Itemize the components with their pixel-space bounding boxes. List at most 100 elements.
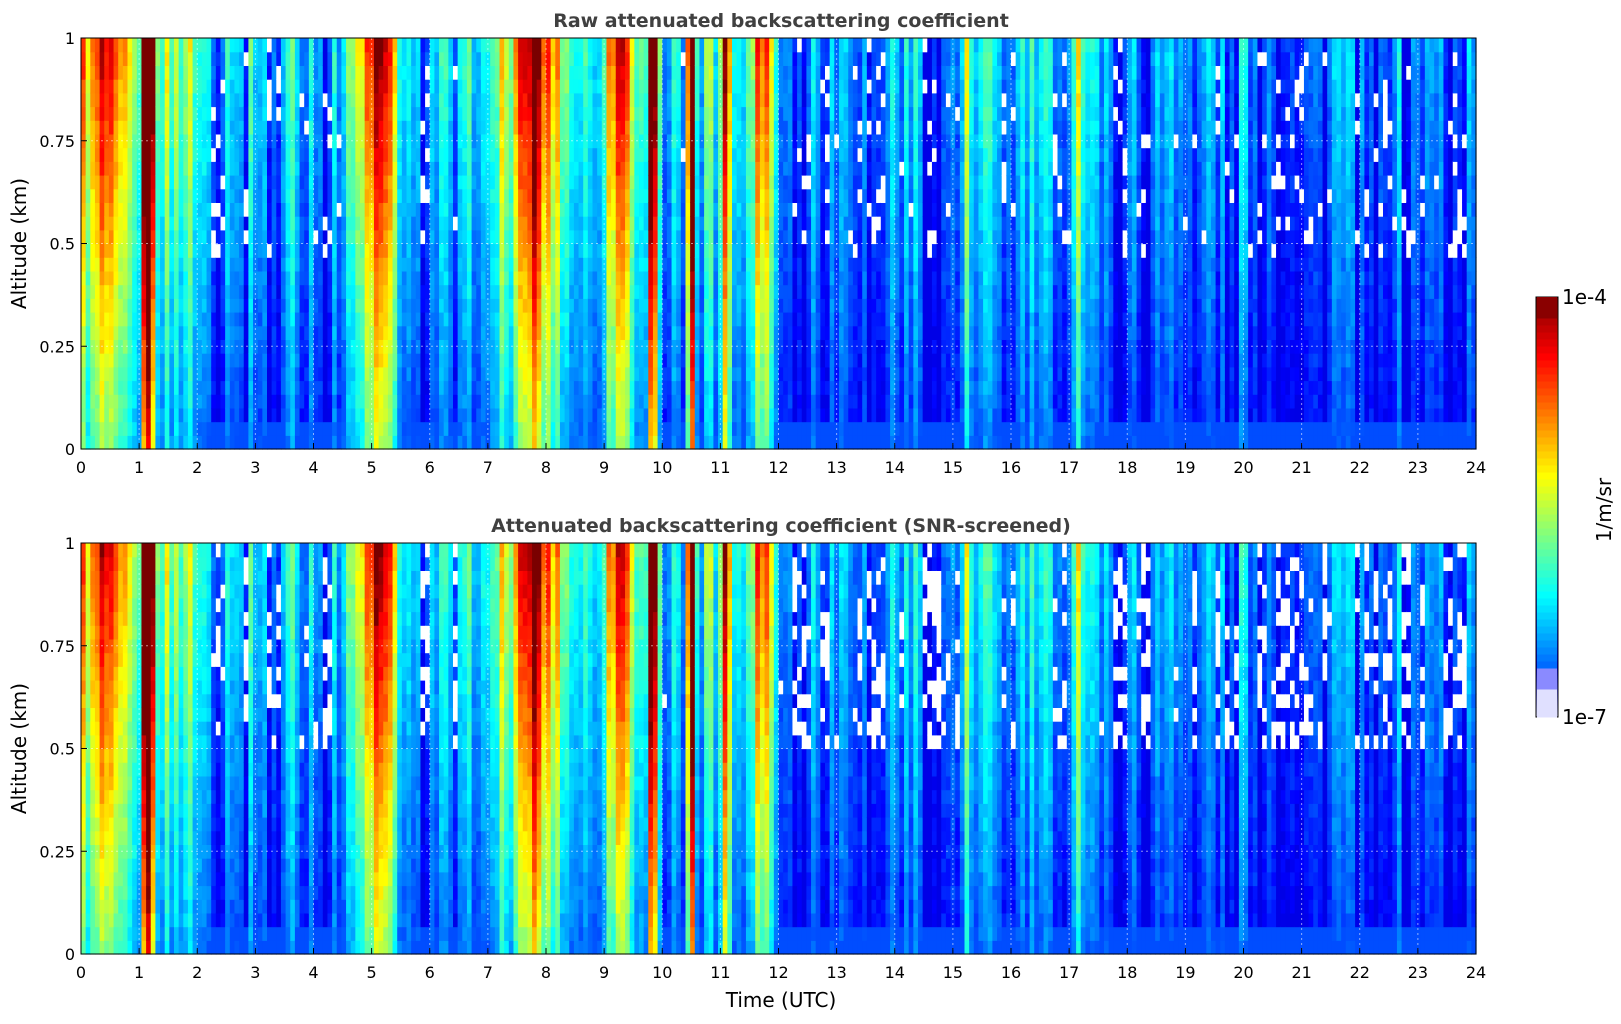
heatmap-cell (838, 92, 845, 108)
heatmap-cell (429, 92, 435, 108)
heatmap-cell (304, 65, 310, 80)
heatmap-cell (783, 38, 789, 53)
heatmap-cell (601, 380, 608, 395)
heatmap-cell (676, 133, 682, 149)
heatmap-cell (443, 175, 449, 190)
heatmap-cell (801, 229, 807, 245)
heatmap-cell (397, 325, 403, 340)
heatmap-cell (81, 325, 87, 340)
heatmap-cell (532, 65, 538, 80)
heatmap-cell (132, 366, 138, 382)
heatmap-cell (169, 421, 175, 436)
heatmap-cell (676, 229, 682, 245)
heatmap-cell (825, 243, 831, 258)
heatmap-cell (401, 229, 408, 245)
heatmap-cell (141, 366, 147, 382)
heatmap-cell (253, 120, 259, 135)
heatmap-cell (652, 407, 659, 423)
heatmap-cell (453, 284, 459, 299)
heatmap-cell (611, 188, 617, 203)
heatmap-cell (750, 188, 756, 203)
heatmap-cell (355, 394, 361, 409)
heatmap-cell (652, 175, 659, 190)
heatmap-cell (387, 106, 394, 121)
heatmap-cell (564, 79, 570, 94)
heatmap-cell (801, 79, 807, 94)
heatmap-cell (387, 216, 394, 231)
heatmap-cell (536, 175, 542, 190)
heatmap-cell (406, 407, 412, 423)
heatmap-cell (494, 161, 501, 176)
heatmap-cell (764, 312, 770, 327)
heatmap-cell (243, 257, 249, 272)
heatmap-cell (104, 38, 110, 53)
heatmap-cell (727, 257, 733, 272)
heatmap-cell (704, 229, 710, 245)
heatmap-cell (434, 257, 440, 272)
heatmap-cell (332, 229, 338, 245)
heatmap-cell (406, 284, 412, 299)
heatmap-cell (155, 147, 161, 162)
heatmap-cell (215, 366, 222, 382)
heatmap-cell (327, 421, 333, 436)
heatmap-cell (336, 106, 342, 121)
heatmap-cell (164, 366, 170, 382)
heatmap-cell (462, 161, 468, 176)
heatmap-cell (443, 312, 449, 327)
heatmap-cell (234, 188, 240, 203)
heatmap-cell (522, 161, 528, 176)
heatmap-cell (174, 353, 180, 368)
heatmap-cell (187, 147, 194, 162)
heatmap-cell (387, 79, 394, 94)
heatmap-cell (652, 79, 659, 94)
heatmap-cell (187, 394, 194, 409)
heatmap-cell (253, 65, 259, 80)
heatmap-cell (81, 161, 87, 176)
heatmap-cell (453, 380, 459, 395)
heatmap-cell (625, 312, 631, 327)
heatmap-cell (169, 229, 175, 245)
heatmap-cell (773, 161, 780, 176)
heatmap-cell (327, 106, 333, 121)
heatmap-cell (759, 435, 766, 450)
heatmap-cell (94, 407, 101, 423)
heatmap-cell (267, 298, 273, 313)
heatmap-cell (90, 229, 96, 245)
heatmap-cell (699, 92, 705, 108)
heatmap-cell (513, 380, 519, 395)
heatmap-cell (146, 175, 152, 190)
heatmap-cell (373, 120, 380, 135)
heatmap-cell (704, 298, 710, 313)
heatmap-cell (290, 188, 296, 203)
heatmap-cell (285, 65, 291, 80)
heatmap-cell (476, 216, 482, 231)
heatmap-cell (713, 435, 719, 450)
heatmap-cell (127, 188, 133, 203)
heatmap-cell (192, 380, 198, 395)
heatmap-cell (253, 284, 259, 299)
heatmap-cell (401, 353, 408, 368)
heatmap-cell (85, 435, 91, 450)
heatmap-cell (285, 51, 291, 66)
heatmap-cell (243, 284, 249, 299)
heatmap-cell (141, 106, 147, 121)
heatmap-cell (187, 202, 194, 217)
heatmap-cell (318, 270, 324, 286)
heatmap-cell (787, 325, 794, 340)
heatmap-cell (615, 92, 621, 108)
heatmap-cell (494, 38, 501, 53)
heatmap-cell (680, 298, 687, 313)
heatmap-cell (285, 92, 291, 108)
heatmap-cell (81, 394, 87, 409)
heatmap-cell (764, 298, 770, 313)
heatmap-cell (815, 65, 821, 80)
heatmap-cell (485, 79, 491, 94)
heatmap-cell (792, 421, 798, 436)
heatmap-cell (262, 92, 268, 108)
heatmap-cell (118, 51, 124, 66)
heatmap-cell (573, 202, 580, 217)
heatmap-cell (192, 147, 198, 162)
heatmap-cell (838, 51, 845, 66)
heatmap-cell (564, 325, 570, 340)
heatmap-cell (708, 366, 714, 382)
